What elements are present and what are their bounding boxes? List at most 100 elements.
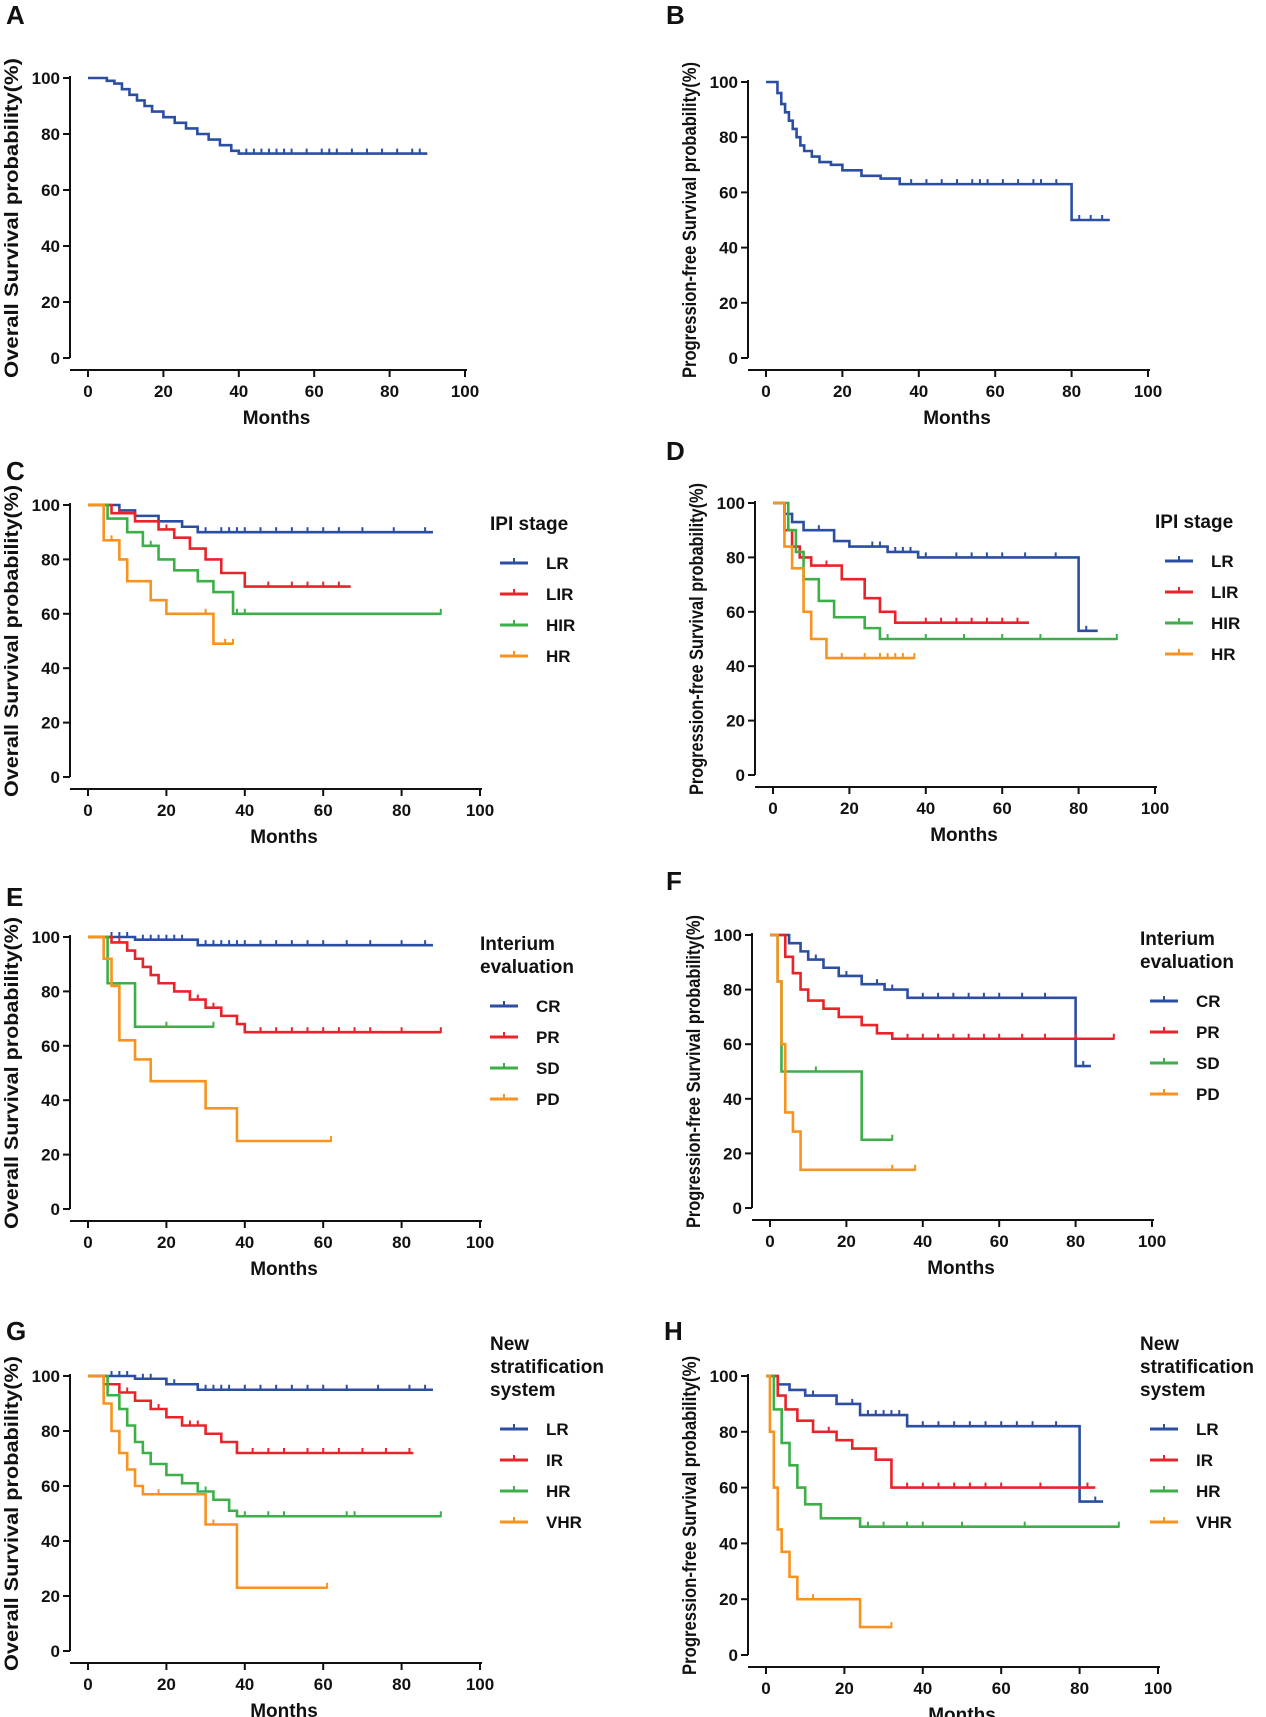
panel-g-y-tick-label: 0 [51,1642,60,1661]
panel-g-legend-title: New [490,1334,529,1355]
panel-f-y-tick-label: 20 [723,1144,742,1163]
panel-c-legend-label: HIR [546,616,575,635]
panel-g-x-axis-title: Months [250,1701,318,1717]
panel-e-series-pd-curve [88,935,332,1143]
panel-g-legend-label: LR [546,1420,569,1439]
panel-h-x-tick-label: 40 [913,1679,932,1698]
panel-c-y-tick-label: 40 [41,659,60,678]
panel-d-legend-title: IPI stage [1155,512,1233,533]
panel-c-y-axis-title: Overall Survival probability(%) [2,485,23,797]
panel-a-x-tick-label: 0 [83,382,92,401]
panel-c-x-tick-label: 80 [392,801,411,820]
panel-g-legend-title: system [490,1380,556,1401]
panel-f-x-tick-label: 20 [837,1232,856,1251]
panel-a-x-tick-label: 40 [229,382,248,401]
panel-b-y-tick-label: 100 [710,73,738,92]
panel-d-series-hir-curve [773,501,1117,641]
panel-h-legend-label: IR [1196,1451,1213,1470]
panel-g-y-tick-label: 20 [41,1587,60,1606]
panel-d-y-tick-label: 100 [717,494,745,513]
panel-b-series-all-patients-curve [766,80,1110,222]
panel-h-legend-title: stratification [1140,1357,1254,1378]
panel-e-y-tick-label: 100 [32,928,60,947]
panel-a-x-axis-title: Months [243,408,311,429]
panel-b-x-tick-label: 100 [1134,382,1162,401]
panel-h: H 0 20 40 60 80 100 0 20 40 60 80 100 Months Progressi… [664,1316,1254,1717]
panel-a-x-tick-label: 100 [451,382,479,401]
panel-d-x-tick-label: 100 [1141,799,1169,818]
panel-e-y-tick-label: 80 [41,982,60,1001]
panel-d-legend-label: HIR [1211,614,1240,633]
panel-a-x-tick-label: 80 [380,382,399,401]
panel-h-y-tick-label: 0 [729,1646,738,1665]
panel-a-letter: A [6,0,25,30]
panel-c: C 0 20 40 60 80 100 0 20 40 60 80 100 Months Overall S… [2,456,575,848]
panel-e-y-tick-label: 0 [51,1200,60,1219]
panel-c-legend-label: HR [546,647,571,666]
panel-c-series-hir-curve [88,503,441,616]
panel-c-legend: IPI stage LR LIR HIR HR [490,514,575,666]
panel-f-legend-title: evaluation [1140,952,1234,973]
panel-d-y-tick-label: 0 [736,766,745,785]
panel-g-series-hr-curve [88,1374,441,1518]
panel-d-legend-label: LR [1211,552,1234,571]
panel-h-y-tick-label: 80 [719,1423,738,1442]
panel-h-letter: H [664,1316,683,1346]
panel-g-series-ir-curve [88,1374,414,1455]
panel-c-legend-label: LR [546,554,569,573]
panel-h-y-tick-label: 40 [719,1534,738,1553]
panel-b-y-axis-title: Progression-free Survival probability(%) [680,62,701,378]
panel-e-x-tick-label: 0 [83,1233,92,1252]
panel-d-x-tick-label: 60 [993,799,1012,818]
panel-h-x-axis-title: Months [928,1705,996,1717]
panel-h-legend-label: VHR [1196,1513,1232,1532]
panel-e-y-tick-label: 60 [41,1037,60,1056]
panel-c-y-tick-label: 0 [51,768,60,787]
panel-d-series-lir-curve [773,501,1029,624]
panel-a-x-tick-label: 20 [154,382,173,401]
panel-a-y-tick-label: 100 [32,69,60,88]
panel-a-y-tick-label: 0 [51,349,60,368]
panel-c-x-tick-label: 60 [314,801,333,820]
panel-d: D 0 20 40 60 80 100 0 20 40 60 80 100 Months Progressi… [666,436,1240,846]
panel-d-y-tick-label: 60 [726,603,745,622]
panel-f-series-pd-curve [770,933,916,1172]
panel-h-legend-label: HR [1196,1482,1221,1501]
panel-e-x-tick-label: 20 [157,1233,176,1252]
panel-f-y-axis-title: Progression-free Survival probability(%) [684,915,705,1228]
panel-h-series-ir-curve [766,1374,1096,1489]
panel-f-legend-label: SD [1196,1054,1220,1073]
panel-c-legend-label: LIR [546,585,573,604]
panel-d-letter: D [666,436,685,466]
panel-a: A 0 20 40 60 80 100 0 20 40 60 80 100 Months Overall S… [2,0,479,429]
panel-h-legend-title: system [1140,1380,1206,1401]
panel-g-y-tick-label: 60 [41,1477,60,1496]
panel-h-y-axis-title: Progression-free Survival probability(%) [680,1356,701,1675]
panel-a-series-all-patients-curve [88,76,428,155]
panel-g-x-tick-label: 40 [235,1675,254,1694]
panel-c-x-axis-title: Months [250,827,318,848]
panel-f: F 0 20 40 60 80 100 0 20 40 60 80 100 Months Progressi… [666,866,1234,1279]
panel-e-legend-label: PR [536,1028,560,1047]
panel-f-series-sd-curve [770,933,893,1142]
panel-f-legend-label: PD [1196,1085,1220,1104]
panel-h-y-tick-label: 60 [719,1479,738,1498]
panel-h-series-vhr-curve [766,1374,892,1629]
panel-c-y-tick-label: 100 [32,496,60,515]
panel-f-y-tick-label: 80 [723,981,742,1000]
panel-c-x-tick-label: 100 [466,801,494,820]
panel-g-x-tick-label: 100 [466,1675,494,1694]
panel-a-y-axis-title: Overall Survival probability(%) [2,58,23,378]
panel-b-y-tick-label: 60 [719,183,738,202]
panel-e-legend-title: evaluation [480,957,574,978]
panel-h-series-lr-curve [766,1374,1104,1503]
panel-g-y-axis-title: Overall Survival probability(%) [2,1356,23,1671]
panel-b-x-tick-label: 0 [761,382,770,401]
panel-d-y-tick-label: 80 [726,548,745,567]
panel-c-y-tick-label: 20 [41,714,60,733]
panel-e-y-tick-label: 40 [41,1091,60,1110]
panel-d-x-axis-title: Months [930,825,998,846]
